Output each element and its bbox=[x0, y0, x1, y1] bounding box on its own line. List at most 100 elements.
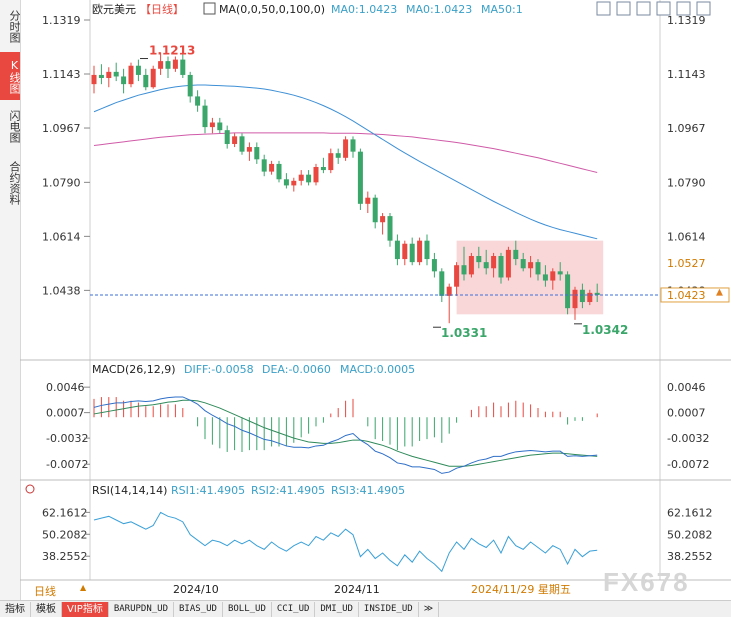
crosshair-icon[interactable] bbox=[596, 1, 611, 16]
price-label-right-1: 1.1143 bbox=[667, 68, 706, 81]
candle-body bbox=[424, 240, 430, 260]
indicator-tab-bar: 指标 模板 VIP指标 BARUPDN_UD BIAS_UD BOLL_UD CCI_UD D… bbox=[0, 600, 731, 617]
macd-label-right-2: -0.0032 bbox=[667, 432, 709, 445]
candle-body bbox=[246, 147, 252, 152]
chart-toolbar bbox=[596, 1, 711, 16]
candle-body bbox=[594, 292, 600, 295]
restore-icon[interactable] bbox=[676, 1, 691, 16]
left-tab-0[interactable]: 分时图 bbox=[8, 9, 21, 43]
rsi-label-left-0: 62.1612 bbox=[42, 506, 88, 519]
candle-body bbox=[350, 139, 356, 152]
left-tab-bar: 分时图 K线图闪电图合约资料 bbox=[0, 0, 21, 600]
candle-body bbox=[187, 74, 193, 97]
candle-body bbox=[261, 159, 267, 172]
candle-body bbox=[298, 174, 304, 181]
period-arrow-icon[interactable]: ▲ bbox=[80, 583, 87, 592]
settings-icon[interactable] bbox=[656, 1, 671, 16]
price-label-left-5: 1.0438 bbox=[42, 284, 81, 297]
chart-canvas[interactable]: 欧元美元 【日线】 MA(0,0,50,0,100,0) MA0:1.0423 … bbox=[0, 0, 731, 600]
ma100-line bbox=[93, 132, 598, 174]
candle-body bbox=[439, 271, 445, 296]
ma-value-a: MA0:1.0423 bbox=[331, 3, 397, 16]
candle-body bbox=[380, 216, 386, 223]
rsi-label-right-0: 62.1612 bbox=[667, 506, 713, 519]
bottom-tab-7[interactable]: DMI_UD bbox=[315, 601, 359, 617]
period-title: 【日线】 bbox=[140, 2, 184, 16]
macd-pane: 0.0046 0.0046 0.0007 0.0007 -0.0032 -0.0032 -0… bbox=[46, 381, 709, 474]
candle-body bbox=[357, 151, 363, 204]
diff-line bbox=[93, 396, 598, 474]
price-label-right-4: 1.0614 bbox=[667, 230, 706, 243]
price-pane: 1.1319 1.1319 1.1143 1.1143 1.0967 1.0967 1.07… bbox=[42, 14, 730, 340]
candle-body bbox=[91, 74, 97, 85]
left-tab-2[interactable]: 闪电图 bbox=[8, 109, 21, 143]
period-selector[interactable]: 日线 bbox=[34, 585, 56, 598]
zone-high-label: 1.0527 bbox=[667, 257, 706, 270]
rsi1-value: RSI1:41.4905 bbox=[171, 484, 245, 497]
candle-body bbox=[365, 197, 371, 204]
macd-label-right-3: -0.0072 bbox=[667, 458, 709, 471]
current-price-box bbox=[660, 287, 730, 303]
candle-body bbox=[328, 153, 334, 171]
bottom-tab-3[interactable]: BARUPDN_UD bbox=[109, 601, 175, 617]
candle-body bbox=[320, 167, 326, 171]
left-tab-1[interactable]: K线图 bbox=[0, 52, 21, 100]
candle-body bbox=[402, 243, 408, 260]
range-zone bbox=[456, 240, 604, 315]
rsi2-value: RSI2:41.4905 bbox=[251, 484, 325, 497]
candle-body bbox=[165, 61, 171, 69]
candle-body bbox=[535, 262, 541, 275]
candle-body bbox=[572, 289, 578, 309]
candle-body bbox=[113, 71, 119, 77]
current-price-label: 1.0423 bbox=[667, 289, 706, 302]
bottom-tab-4[interactable]: BIAS_UD bbox=[174, 601, 223, 617]
symbol-name: 欧元美元 bbox=[92, 3, 136, 16]
candle-body bbox=[195, 96, 201, 106]
price-label-right-3: 1.0790 bbox=[667, 176, 706, 189]
candle-body bbox=[335, 153, 341, 158]
bottom-tab-6[interactable]: CCI_UD bbox=[272, 601, 316, 617]
candle-body bbox=[217, 122, 223, 131]
bottom-tab-2[interactable]: VIP指标 bbox=[62, 601, 109, 617]
candle-body bbox=[446, 286, 452, 296]
candle-body bbox=[476, 256, 482, 263]
bottom-tab-8[interactable]: INSIDE_UD bbox=[359, 601, 419, 617]
ma50-line bbox=[93, 84, 598, 240]
candle-body bbox=[106, 71, 112, 79]
macd-label-left-1: 0.0007 bbox=[46, 407, 85, 420]
macd-dea: DEA:-0.0060 bbox=[262, 363, 331, 376]
rsi3-value: RSI3:41.4905 bbox=[331, 484, 405, 497]
candle-body bbox=[135, 65, 141, 75]
zoom-out-icon[interactable] bbox=[636, 1, 651, 16]
candle-body bbox=[372, 197, 378, 223]
bottom-tab-1[interactable]: 模板 bbox=[31, 601, 62, 617]
candle-body bbox=[387, 216, 393, 241]
maximize-icon[interactable] bbox=[696, 1, 711, 16]
ma-value-b: MA0:1.0423 bbox=[406, 3, 472, 16]
candle-body bbox=[505, 249, 511, 278]
high-annotation: 1.1213 bbox=[149, 44, 195, 58]
candle-body bbox=[150, 68, 156, 88]
candle-body bbox=[394, 240, 400, 260]
left-tab-3[interactable]: 合约资料 bbox=[8, 161, 21, 205]
bottom-tab-0[interactable]: 指标 bbox=[0, 601, 31, 617]
indicator-settings-icon[interactable] bbox=[25, 484, 35, 494]
candle-body bbox=[98, 74, 104, 79]
bottom-tab-5[interactable]: BOLL_UD bbox=[223, 601, 272, 617]
rsi-label-right-2: 38.2552 bbox=[667, 550, 713, 563]
macd-diff: DIFF:-0.0058 bbox=[184, 363, 254, 376]
candle-body bbox=[579, 289, 585, 303]
price-label-left-1: 1.1143 bbox=[42, 68, 81, 81]
macd-label-left-2: -0.0032 bbox=[46, 432, 88, 445]
candle-body bbox=[483, 262, 489, 269]
candle-body bbox=[306, 174, 312, 183]
zoom-in-icon[interactable] bbox=[616, 1, 631, 16]
rsi-title: RSI(14,14,14) bbox=[92, 484, 167, 497]
rsi-line bbox=[93, 511, 598, 573]
price-label-left-0: 1.1319 bbox=[42, 14, 81, 27]
price-label-left-4: 1.0614 bbox=[42, 230, 81, 243]
ma-toggle-icon[interactable] bbox=[203, 2, 216, 15]
bottom-tab-9[interactable]: ≫ bbox=[419, 601, 440, 617]
candle-body bbox=[239, 136, 245, 152]
price-label-right-0: 1.1319 bbox=[667, 14, 706, 27]
